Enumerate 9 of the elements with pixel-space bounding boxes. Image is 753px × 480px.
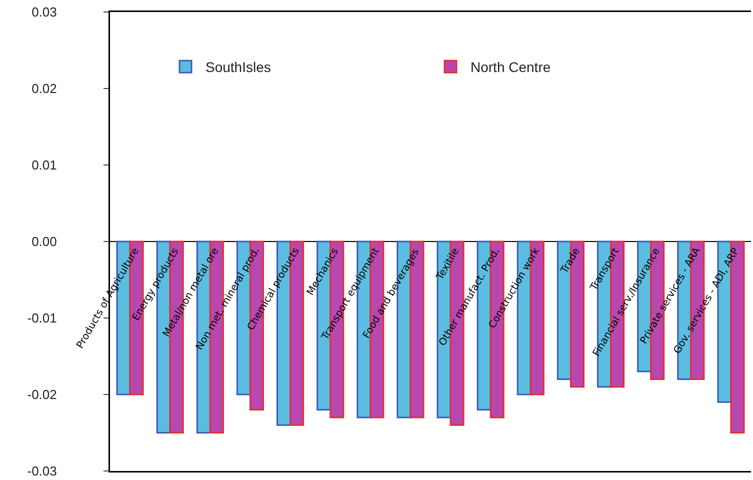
y-tick-label: -0.03 xyxy=(27,464,57,479)
legend-label: SouthIsles xyxy=(206,59,271,76)
y-tick-label: 0.03 xyxy=(32,4,57,20)
legend-label: North Centre xyxy=(470,59,551,76)
y-tick-label: -0.01 xyxy=(27,310,57,326)
y-tick-label: 0.01 xyxy=(32,158,57,173)
y-tick-label: 0.02 xyxy=(32,81,57,96)
y-tick-label: -0.02 xyxy=(27,387,57,402)
y-tick-label: 0.00 xyxy=(32,234,57,250)
